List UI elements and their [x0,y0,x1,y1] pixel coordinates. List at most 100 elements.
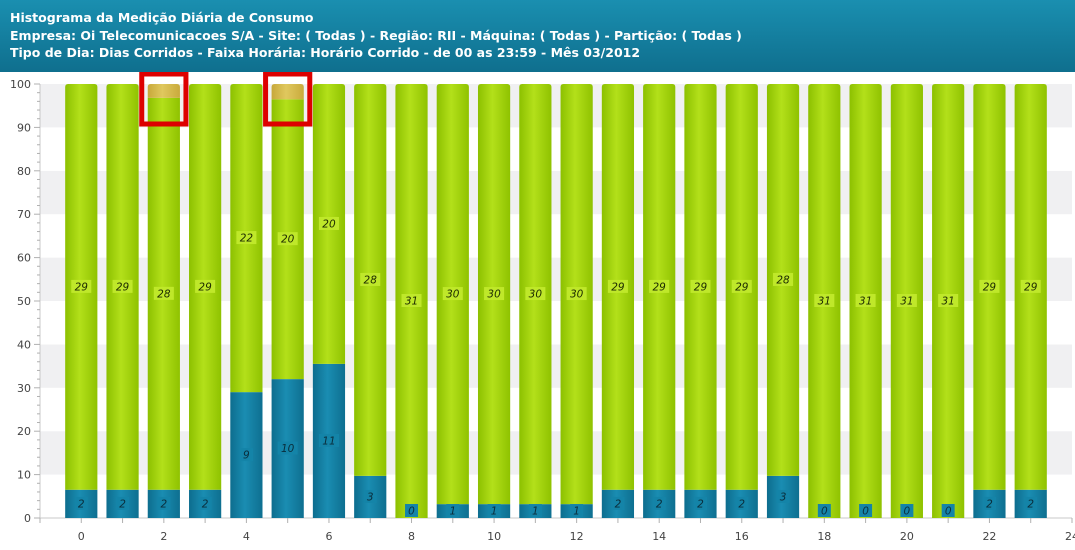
data-label: 2 [656,498,663,510]
data-label: 29 [983,281,997,293]
data-label-bg [236,231,257,245]
data-label-bg [360,272,381,286]
data-label: 31 [818,296,831,308]
data-label: 10 [281,443,295,455]
data-label-bg [900,504,914,517]
data-label-bg [814,294,835,307]
data-label-bg [195,279,216,293]
data-label-bg [277,232,298,246]
x-tick-label: 4 [243,530,250,543]
data-label-bg [693,496,707,510]
y-tick-label: 90 [17,121,31,134]
data-label: 11 [322,435,335,447]
data-label-bg [570,504,584,518]
data-label-bg [528,504,542,518]
x-tick-label: 6 [325,530,332,543]
data-label: 2 [697,498,704,510]
data-label-bg [652,496,666,510]
data-label-bg [116,496,130,510]
y-tick-label: 50 [17,295,31,308]
data-label: 0 [904,506,911,518]
data-label-bg [487,504,501,518]
y-tick-label: 30 [17,382,31,395]
y-tick-label: 0 [24,512,31,525]
data-label: 29 [694,281,708,293]
data-label: 30 [487,289,501,301]
data-label-bg [525,287,546,301]
data-label: 2 [986,498,993,510]
data-label: 29 [116,281,130,293]
data-label: 0 [945,506,952,518]
data-label: 29 [735,281,749,293]
data-label: 1 [449,506,456,518]
data-label: 30 [529,289,543,301]
y-tick-label: 20 [17,425,31,438]
x-tick-label: 2 [160,530,167,543]
data-label: 29 [1024,281,1038,293]
data-label-bg [731,279,752,293]
x-tick-label: 14 [652,530,666,543]
data-label-bg [71,279,92,293]
data-label: 29 [611,281,625,293]
data-label: 29 [75,281,89,293]
y-tick-label: 60 [17,252,31,265]
data-label-bg [74,496,88,510]
bar-segment-yellow [271,84,304,100]
data-label: 2 [1027,498,1034,510]
data-label-bg [611,496,625,510]
data-label-bg [735,496,749,510]
data-label: 2 [615,498,622,510]
data-label: 28 [776,274,790,286]
data-labels: 2292292282299221020112032803113013013013… [71,216,1041,518]
x-tick-label: 10 [487,530,501,543]
data-label-bg [318,433,339,447]
data-label-bg [157,496,171,510]
x-tick-label: 22 [982,530,996,543]
data-label: 0 [862,506,869,518]
x-tick-label: 16 [735,530,749,543]
data-label: 20 [281,234,295,246]
data-label: 3 [367,491,374,503]
data-label: 1 [491,506,498,518]
data-label: 2 [119,498,126,510]
data-label: 2 [78,498,85,510]
data-label-bg [649,279,670,293]
data-label: 2 [202,498,209,510]
data-label-bg [982,496,996,510]
data-label-bg [817,504,831,517]
data-label: 31 [405,296,418,308]
x-tick-label: 18 [817,530,831,543]
data-label: 28 [157,288,171,300]
data-label: 20 [322,218,336,230]
data-label-bg [938,294,959,307]
data-label: 28 [364,274,378,286]
data-label: 2 [738,498,745,510]
data-label-bg [112,279,133,293]
data-label: 30 [570,289,584,301]
data-label-bg [484,287,505,301]
data-label-bg [277,441,298,455]
data-label-bg [566,287,587,301]
data-label-bg [776,489,790,503]
annotations [139,72,313,127]
data-label-bg [401,294,422,307]
chart-subtitle-filters: Empresa: Oi Telecomunicacoes S/A - Site:… [10,27,742,43]
data-label-bg [941,504,955,517]
y-tick-label: 100 [10,78,31,91]
chart-title: Histograma da Medição Diária de Consumo [10,10,314,25]
data-label: 1 [532,506,539,518]
data-label: 0 [821,506,828,518]
data-label-bg [153,286,174,300]
data-label-bg [855,294,876,307]
chart-header: Histograma da Medição Diária de Consumo … [0,0,1075,72]
data-label: 29 [653,281,667,293]
data-label-bg [198,496,212,510]
y-tick-label: 80 [17,165,31,178]
data-label-bg [773,272,794,286]
data-label: 22 [240,233,254,245]
data-label: 30 [446,289,460,301]
x-tick-label: 24 [1065,530,1075,543]
data-label-bg [446,504,460,518]
data-label-bg [1020,279,1041,293]
